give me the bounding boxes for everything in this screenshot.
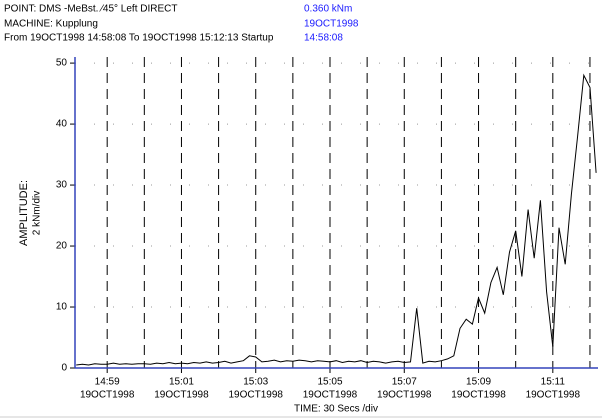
y-tick-label: 50 (56, 58, 68, 69)
x-tick-date: 19OCT1998 (80, 390, 135, 401)
x-tick-label: 15:01 (169, 377, 194, 388)
y-tick-label: 0 (61, 363, 67, 374)
y-axis-unit: 2 kNm/div (32, 191, 43, 235)
y-tick-label: 30 (56, 180, 68, 191)
x-tick-label: 15:11 (541, 377, 566, 388)
x-tick-date: 19OCT1998 (526, 390, 581, 401)
data-line (76, 73, 597, 366)
x-tick-label: 14:59 (95, 377, 120, 388)
header-range: From 19OCT1998 14:58:08 To 19OCT1998 15:… (4, 33, 274, 44)
x-tick-label: 15:07 (392, 377, 417, 388)
header-machine: MACHINE: Kupplung (4, 19, 98, 30)
x-tick-label: 15:05 (317, 377, 342, 388)
y-tick-label: 40 (56, 119, 68, 130)
x-tick-label: 15:09 (466, 377, 491, 388)
y-tick-label: 20 (56, 241, 68, 252)
x-tick-date: 19OCT1998 (451, 390, 506, 401)
header-point: POINT: DMS -MeBst. ⁄45° Left DIRECT (4, 4, 177, 15)
x-tick-date: 19OCT1998 (228, 390, 283, 401)
y-tick-label: 10 (56, 302, 68, 313)
y-axis-label: AMPLITUDE: (18, 180, 30, 246)
header-value: 0.360 kNm (304, 4, 352, 15)
x-tick-date: 19OCT1998 (377, 390, 432, 401)
x-tick-date: 19OCT1998 (303, 390, 358, 401)
x-axis-label: TIME: 30 Secs /div (294, 404, 378, 415)
x-tick-label: 15:03 (243, 377, 268, 388)
header-time: 14:58:08 (304, 33, 343, 44)
x-tick-date: 19OCT1998 (154, 390, 209, 401)
header-date: 19OCT1998 (304, 19, 359, 30)
